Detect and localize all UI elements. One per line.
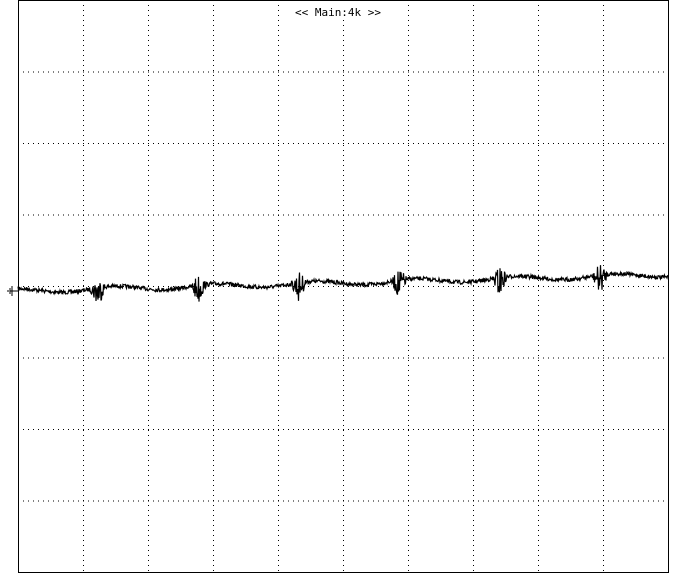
ground-marker xyxy=(7,286,18,296)
header-label: << Main:4k >> xyxy=(295,6,381,19)
signal-trace xyxy=(17,265,669,302)
header-background xyxy=(286,4,392,20)
graticule xyxy=(18,0,668,572)
